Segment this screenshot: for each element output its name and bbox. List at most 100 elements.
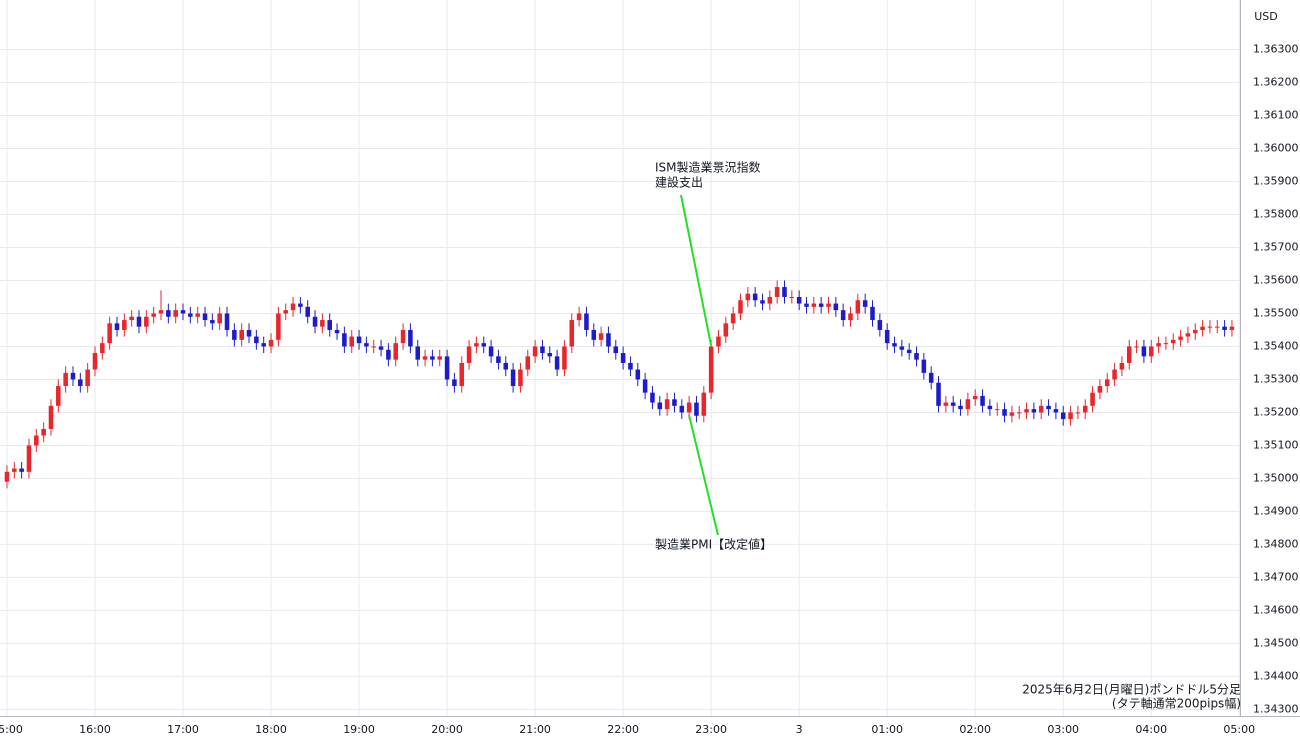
annotation-line — [688, 414, 719, 536]
x-tick-label: 05:00 — [1223, 723, 1255, 736]
candle-body — [1148, 346, 1154, 357]
candle-body — [1046, 405, 1051, 410]
candle-body — [562, 346, 567, 370]
candle-body — [510, 369, 516, 387]
candle-body — [518, 369, 523, 387]
y-tick-label: 1.34300 — [1253, 702, 1299, 715]
candle-body — [789, 296, 795, 298]
candle-body — [716, 336, 721, 347]
candle-body — [1178, 336, 1183, 340]
candle-body — [298, 303, 303, 307]
y-tick-label: 1.35500 — [1253, 306, 1299, 319]
candle-body — [635, 369, 641, 380]
candle-body — [232, 329, 237, 340]
candles — [4, 280, 1235, 489]
candle-body — [136, 316, 142, 327]
x-tick-label: 02:00 — [959, 723, 991, 736]
candle-body — [877, 320, 883, 330]
candle-body — [826, 303, 831, 307]
y-tick-label: 1.35100 — [1253, 438, 1299, 451]
candle-body — [848, 313, 853, 321]
candle-body — [701, 392, 707, 416]
y-tick-label: 1.36000 — [1253, 141, 1299, 154]
candle-body — [994, 409, 1000, 411]
candle-body — [723, 323, 729, 337]
candle-body — [1016, 412, 1022, 414]
candle-body — [914, 353, 919, 360]
y-tick-label: 1.34600 — [1253, 603, 1299, 616]
candle-body — [202, 313, 208, 321]
candle-body — [114, 323, 120, 330]
candle-body — [466, 346, 472, 363]
candle-body — [782, 287, 787, 297]
candle-body — [246, 329, 252, 337]
candle-body — [173, 310, 178, 317]
candle-body — [591, 329, 597, 340]
x-tick-label: 16:00 — [79, 723, 111, 736]
candle-body — [1038, 405, 1044, 413]
candle-body — [936, 382, 941, 406]
candle-body — [730, 313, 736, 324]
candle-body — [92, 353, 98, 370]
candle-body — [598, 333, 604, 340]
candle-body — [767, 296, 773, 304]
y-tick-label: 1.34400 — [1253, 669, 1299, 682]
x-tick-label: 04:00 — [1135, 723, 1167, 736]
candle-body — [268, 339, 274, 347]
candle-body — [166, 310, 171, 317]
candle-body — [85, 369, 90, 387]
currency-label: USD — [1254, 10, 1278, 23]
candle-body — [620, 353, 626, 363]
x-tick-label: 15:00 — [0, 723, 23, 736]
candle-body — [4, 471, 10, 482]
candle-body — [19, 468, 24, 472]
candle-body — [349, 336, 354, 347]
y-tick-label: 1.34700 — [1253, 570, 1299, 583]
candle-body — [943, 402, 949, 406]
candle-body — [884, 329, 890, 344]
y-tick-label: 1.35200 — [1253, 405, 1299, 418]
candle-body — [576, 313, 582, 321]
y-tick-label: 1.36100 — [1253, 108, 1299, 121]
candle-body — [400, 329, 406, 344]
candle-body — [48, 405, 54, 429]
x-tick-label: 3 — [796, 723, 803, 736]
candle-body — [745, 293, 751, 301]
candle-body — [664, 399, 670, 410]
candle-body — [1185, 333, 1191, 337]
candle-body — [129, 316, 134, 321]
candle-body — [855, 300, 861, 314]
candle-body — [532, 346, 538, 357]
candle-body — [290, 303, 296, 311]
candle-body — [430, 356, 435, 360]
candle-body — [921, 359, 927, 373]
y-tick-label: 1.35300 — [1253, 372, 1299, 385]
candle-body — [1229, 326, 1235, 330]
candle-body — [254, 336, 259, 344]
candle-body — [444, 356, 450, 380]
candle-body — [1031, 409, 1037, 413]
candle-body — [1053, 409, 1059, 413]
candle-body — [760, 300, 765, 304]
candle-body — [144, 316, 149, 327]
candle-body — [158, 310, 164, 314]
candle-body — [892, 343, 897, 347]
candle-body — [672, 399, 677, 406]
candle-body — [415, 346, 421, 360]
y-tick-label: 1.34500 — [1253, 636, 1299, 649]
x-tick-label: 23:00 — [695, 723, 727, 736]
candle-body — [613, 346, 619, 354]
candle-body — [1119, 362, 1125, 370]
candle-body — [811, 303, 817, 307]
x-tick-label: 01:00 — [871, 723, 903, 736]
candle-body — [965, 399, 971, 410]
x-tick-label: 17:00 — [167, 723, 199, 736]
candle-body — [899, 346, 905, 350]
candle-body — [1112, 369, 1117, 380]
candle-body — [70, 372, 76, 380]
x-tick-label: 21:00 — [519, 723, 551, 736]
candle-body — [1192, 329, 1198, 334]
grid — [0, 0, 1240, 716]
candle-body — [356, 336, 362, 344]
